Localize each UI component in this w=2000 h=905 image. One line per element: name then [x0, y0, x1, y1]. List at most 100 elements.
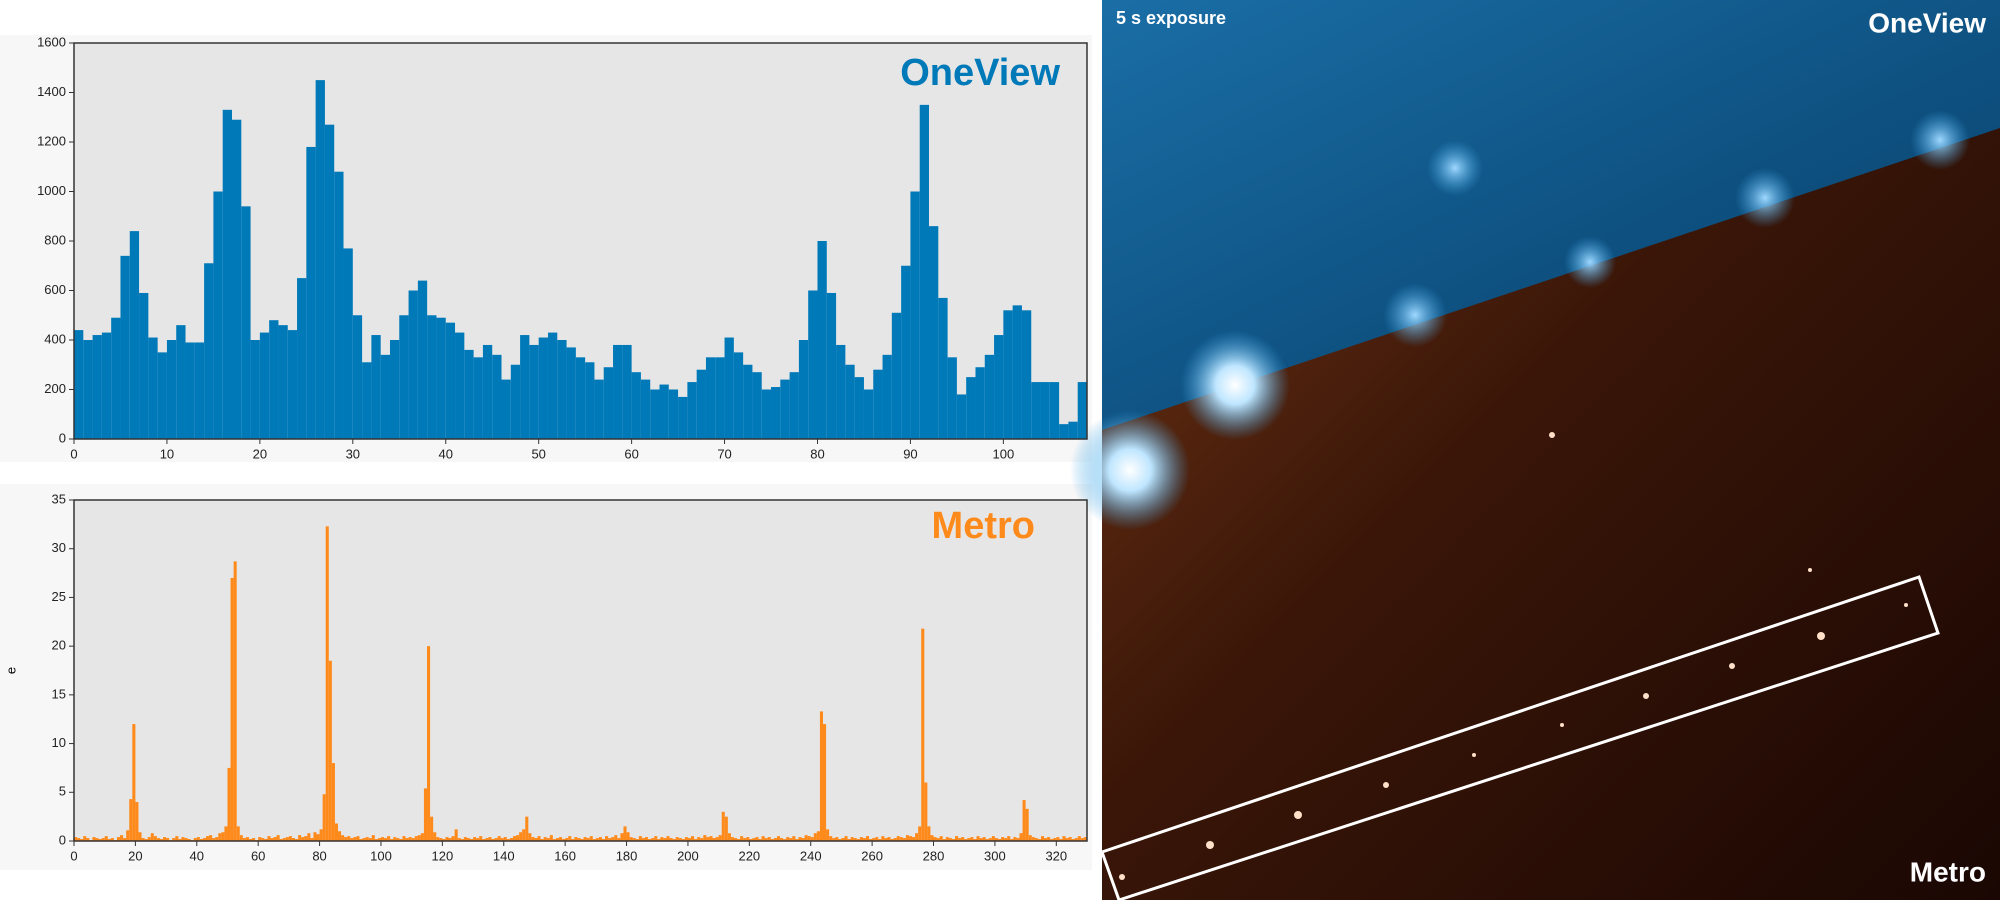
bar — [613, 344, 623, 439]
oneview-label: OneView — [1868, 7, 1986, 38]
bar — [380, 837, 385, 841]
chart-title: Metro — [932, 505, 1035, 547]
bar — [466, 838, 470, 841]
x-tick-label: 320 — [1045, 848, 1067, 863]
bar — [1071, 839, 1075, 841]
bar — [700, 838, 704, 841]
x-tick-label: 0 — [70, 848, 77, 863]
x-tick-label: 30 — [346, 446, 360, 461]
bar — [1040, 382, 1050, 439]
bar — [497, 836, 501, 841]
bar — [427, 646, 431, 841]
bar — [823, 724, 827, 841]
particle — [1729, 663, 1735, 669]
bar — [951, 839, 956, 841]
bar — [1050, 839, 1054, 841]
bar — [966, 377, 976, 439]
bar — [427, 315, 437, 439]
bar — [1004, 838, 1008, 841]
bar — [193, 838, 197, 841]
bar — [566, 347, 576, 439]
bar — [1074, 838, 1078, 841]
bar — [436, 837, 440, 841]
bar — [733, 352, 744, 439]
bar — [773, 838, 777, 841]
bar — [961, 837, 965, 841]
bar — [669, 838, 673, 841]
bar — [1065, 838, 1069, 841]
x-tick-label: 40 — [439, 446, 453, 461]
bar — [377, 838, 381, 841]
bar — [1083, 837, 1087, 841]
bar — [798, 340, 809, 439]
bar — [659, 384, 669, 439]
x-tick-label: 0 — [70, 446, 77, 461]
bar — [1031, 382, 1041, 439]
bar — [585, 362, 595, 439]
glow — [1910, 110, 1970, 170]
bar — [1068, 421, 1078, 439]
x-tick-label: 40 — [190, 848, 204, 863]
x-tick-label: 60 — [251, 848, 265, 863]
bar — [801, 838, 805, 841]
bar — [727, 833, 731, 841]
bar — [185, 342, 195, 439]
bar — [807, 836, 811, 841]
bar — [1047, 837, 1051, 841]
bar — [853, 838, 857, 841]
bar — [908, 836, 913, 841]
bar — [315, 80, 325, 439]
bar — [101, 332, 112, 439]
bar — [423, 788, 428, 841]
bar — [1044, 838, 1048, 841]
bar — [687, 838, 692, 841]
bar — [460, 839, 464, 841]
bar — [157, 352, 167, 439]
bar — [324, 124, 335, 440]
bar — [586, 838, 590, 841]
bar — [546, 838, 550, 841]
bar — [638, 836, 642, 841]
bar — [322, 794, 326, 841]
bar — [595, 838, 599, 841]
bar — [436, 317, 446, 439]
bar — [657, 839, 661, 841]
y-tick-label: 5 — [59, 784, 66, 799]
bar — [804, 835, 808, 841]
bar — [571, 839, 575, 841]
x-tick-label: 10 — [160, 446, 174, 461]
glow — [1735, 168, 1795, 228]
bar — [297, 278, 307, 439]
particle — [1472, 753, 1476, 757]
bar — [919, 104, 930, 439]
bar — [631, 372, 641, 439]
bar — [1001, 837, 1005, 841]
bar — [854, 377, 864, 439]
bar — [547, 332, 558, 439]
bar — [264, 839, 268, 841]
bar — [442, 839, 446, 841]
bar — [512, 836, 517, 841]
bar — [83, 836, 87, 841]
bar — [209, 835, 213, 841]
bar — [1031, 837, 1035, 841]
bar — [482, 344, 493, 439]
bar — [92, 837, 96, 841]
bar — [910, 191, 920, 439]
bar — [994, 335, 1004, 439]
bar — [325, 526, 329, 841]
bar — [835, 837, 839, 841]
bar — [298, 835, 302, 841]
bar — [288, 836, 292, 841]
bar — [1016, 838, 1020, 841]
bar — [878, 839, 882, 841]
y-tick-label: 1000 — [37, 183, 66, 198]
bar — [629, 837, 633, 841]
bar — [601, 839, 606, 841]
plot-area — [74, 500, 1087, 841]
bar — [166, 340, 177, 439]
bar — [1037, 839, 1041, 841]
bar — [918, 826, 922, 841]
bar — [715, 837, 719, 841]
bar — [605, 836, 609, 841]
